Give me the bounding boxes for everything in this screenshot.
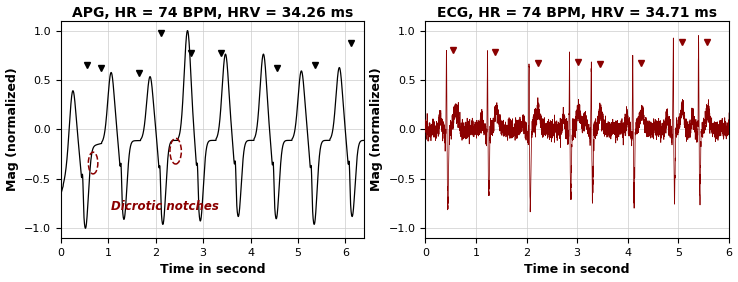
Y-axis label: Mag (normalized): Mag (normalized) bbox=[370, 68, 383, 191]
X-axis label: Time in second: Time in second bbox=[525, 263, 630, 276]
Y-axis label: Mag (normalized): Mag (normalized) bbox=[6, 68, 18, 191]
Title: ECG, HR = 74 BPM, HRV = 34.71 ms: ECG, HR = 74 BPM, HRV = 34.71 ms bbox=[437, 6, 717, 19]
X-axis label: Time in second: Time in second bbox=[160, 263, 266, 276]
Text: Dicrotic notches: Dicrotic notches bbox=[111, 201, 218, 213]
Title: APG, HR = 74 BPM, HRV = 34.26 ms: APG, HR = 74 BPM, HRV = 34.26 ms bbox=[72, 6, 354, 19]
